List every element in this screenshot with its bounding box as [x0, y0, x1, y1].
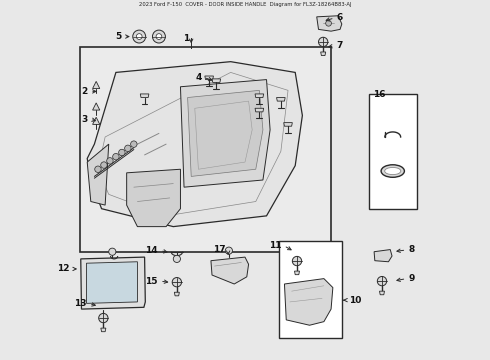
- Circle shape: [173, 255, 180, 262]
- Polygon shape: [294, 271, 299, 275]
- FancyBboxPatch shape: [279, 241, 342, 338]
- Text: 2: 2: [82, 87, 88, 96]
- Polygon shape: [180, 80, 270, 187]
- Circle shape: [124, 145, 131, 152]
- Text: 4: 4: [195, 73, 201, 82]
- Circle shape: [101, 162, 107, 168]
- Polygon shape: [211, 257, 248, 284]
- Polygon shape: [205, 76, 214, 80]
- Polygon shape: [212, 79, 220, 82]
- Ellipse shape: [385, 167, 401, 175]
- Text: 6: 6: [337, 13, 343, 22]
- Text: 10: 10: [349, 296, 362, 305]
- FancyBboxPatch shape: [80, 47, 331, 252]
- Circle shape: [377, 276, 387, 286]
- Circle shape: [109, 248, 116, 255]
- Text: 13: 13: [74, 299, 87, 308]
- Text: 7: 7: [337, 41, 343, 50]
- Text: 12: 12: [57, 265, 70, 274]
- Polygon shape: [255, 94, 264, 98]
- Polygon shape: [320, 52, 326, 55]
- Circle shape: [156, 34, 162, 40]
- Circle shape: [293, 256, 302, 266]
- Polygon shape: [255, 108, 264, 112]
- FancyBboxPatch shape: [368, 94, 417, 209]
- Circle shape: [172, 278, 181, 287]
- Polygon shape: [188, 90, 263, 176]
- Circle shape: [136, 34, 142, 40]
- Text: 11: 11: [269, 241, 282, 250]
- Circle shape: [119, 149, 125, 156]
- Circle shape: [152, 30, 166, 43]
- Circle shape: [95, 166, 101, 172]
- Polygon shape: [374, 249, 392, 262]
- Polygon shape: [379, 291, 385, 295]
- Circle shape: [107, 158, 113, 164]
- Text: 5: 5: [116, 32, 122, 41]
- Polygon shape: [87, 144, 109, 205]
- Text: 14: 14: [145, 246, 158, 255]
- Circle shape: [326, 21, 331, 26]
- Ellipse shape: [381, 165, 404, 177]
- Text: 9: 9: [409, 274, 415, 283]
- Text: 17: 17: [213, 246, 226, 255]
- Polygon shape: [285, 279, 333, 325]
- Text: 3: 3: [82, 114, 88, 123]
- Text: 15: 15: [146, 276, 158, 285]
- Circle shape: [225, 247, 232, 254]
- Polygon shape: [87, 62, 302, 226]
- Text: 16: 16: [373, 90, 386, 99]
- Text: 2023 Ford F-150  COVER - DOOR INSIDE HANDLE  Diagram for FL3Z-18264B83-AJ: 2023 Ford F-150 COVER - DOOR INSIDE HAND…: [139, 3, 351, 8]
- Polygon shape: [174, 292, 179, 296]
- Polygon shape: [284, 123, 293, 126]
- Polygon shape: [317, 16, 342, 31]
- Polygon shape: [276, 98, 285, 101]
- Polygon shape: [101, 328, 106, 332]
- Circle shape: [131, 141, 137, 147]
- Circle shape: [318, 37, 328, 46]
- Text: 1: 1: [183, 34, 189, 43]
- Circle shape: [113, 153, 119, 160]
- Polygon shape: [81, 257, 146, 309]
- Polygon shape: [87, 262, 137, 303]
- Circle shape: [98, 314, 108, 323]
- Text: 8: 8: [409, 246, 415, 255]
- Polygon shape: [140, 94, 149, 98]
- Polygon shape: [93, 81, 100, 89]
- Circle shape: [133, 30, 146, 43]
- Polygon shape: [126, 169, 180, 226]
- Polygon shape: [93, 117, 100, 125]
- Polygon shape: [93, 103, 100, 110]
